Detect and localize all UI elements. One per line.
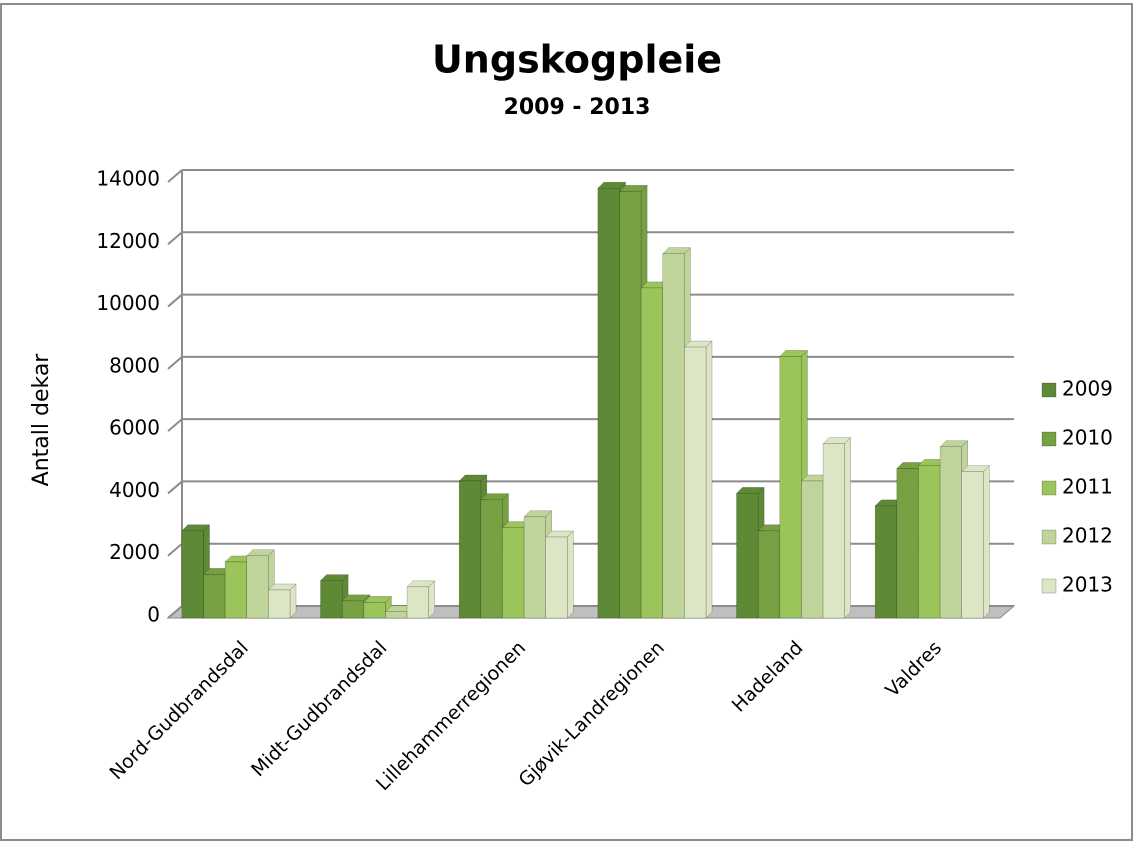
bar bbox=[181, 530, 204, 619]
bar bbox=[896, 468, 919, 619]
bar bbox=[640, 287, 664, 619]
grid-line-edge bbox=[167, 293, 183, 308]
legend-label: 2011 bbox=[1062, 475, 1113, 499]
grid-line-edge bbox=[167, 356, 183, 370]
bar bbox=[480, 499, 503, 619]
grid-line-edge bbox=[167, 418, 183, 432]
legend-label: 2013 bbox=[1062, 573, 1113, 597]
bar bbox=[502, 527, 525, 619]
y-tick-label: 4000 bbox=[109, 478, 160, 502]
bar-side bbox=[844, 436, 851, 619]
bar-side bbox=[705, 340, 713, 619]
grid-line-edge bbox=[167, 605, 183, 619]
bar bbox=[385, 611, 408, 619]
chart-subtitle: 2009 - 2013 bbox=[504, 95, 651, 120]
legend-swatch bbox=[1041, 382, 1057, 398]
legend-label: 2012 bbox=[1062, 524, 1113, 548]
y-tick-label: 6000 bbox=[109, 416, 160, 440]
bar bbox=[363, 602, 386, 619]
bar bbox=[341, 600, 365, 619]
bar-side bbox=[983, 465, 990, 619]
y-tick-label: 10000 bbox=[96, 291, 160, 315]
bar bbox=[320, 580, 343, 619]
legend-swatch bbox=[1041, 431, 1057, 447]
bar-side bbox=[567, 530, 574, 619]
bar bbox=[224, 561, 248, 619]
legend-label: 2009 bbox=[1062, 377, 1113, 401]
bar bbox=[801, 480, 824, 619]
y-tick-label: 2000 bbox=[109, 540, 160, 564]
y-tick-label: 0 bbox=[147, 603, 160, 627]
bar bbox=[406, 586, 429, 619]
bar bbox=[203, 574, 226, 619]
legend-swatch bbox=[1041, 480, 1057, 496]
legend-swatch bbox=[1041, 578, 1057, 594]
bar bbox=[822, 443, 845, 619]
bar bbox=[246, 555, 269, 619]
bar bbox=[619, 191, 642, 619]
bar bbox=[545, 536, 568, 619]
bar bbox=[597, 187, 620, 619]
bar bbox=[961, 471, 984, 619]
y-tick-label: 12000 bbox=[96, 229, 160, 253]
grid-line-edge bbox=[167, 169, 183, 183]
y-axis-title: Antall dekar bbox=[29, 353, 54, 487]
legend-swatch bbox=[1041, 529, 1057, 545]
y-tick-label: 14000 bbox=[96, 167, 160, 191]
bar bbox=[736, 493, 759, 619]
y-tick-label: 8000 bbox=[109, 353, 160, 377]
bar bbox=[523, 516, 546, 619]
bar-side bbox=[428, 580, 435, 619]
bar bbox=[939, 446, 962, 619]
bar bbox=[918, 465, 941, 619]
bar bbox=[874, 505, 898, 619]
legend-label: 2010 bbox=[1062, 426, 1113, 450]
bar bbox=[458, 480, 482, 619]
chart-border bbox=[0, 3, 1133, 841]
bar bbox=[662, 253, 685, 619]
grid-line-edge bbox=[167, 231, 183, 246]
chart-title: Ungskogpleie bbox=[432, 38, 722, 82]
grid-line-edge bbox=[167, 542, 183, 557]
bar bbox=[684, 346, 707, 619]
bar bbox=[757, 530, 781, 619]
grid-line-edge bbox=[167, 480, 183, 495]
bar bbox=[779, 356, 802, 619]
bar bbox=[268, 589, 291, 619]
